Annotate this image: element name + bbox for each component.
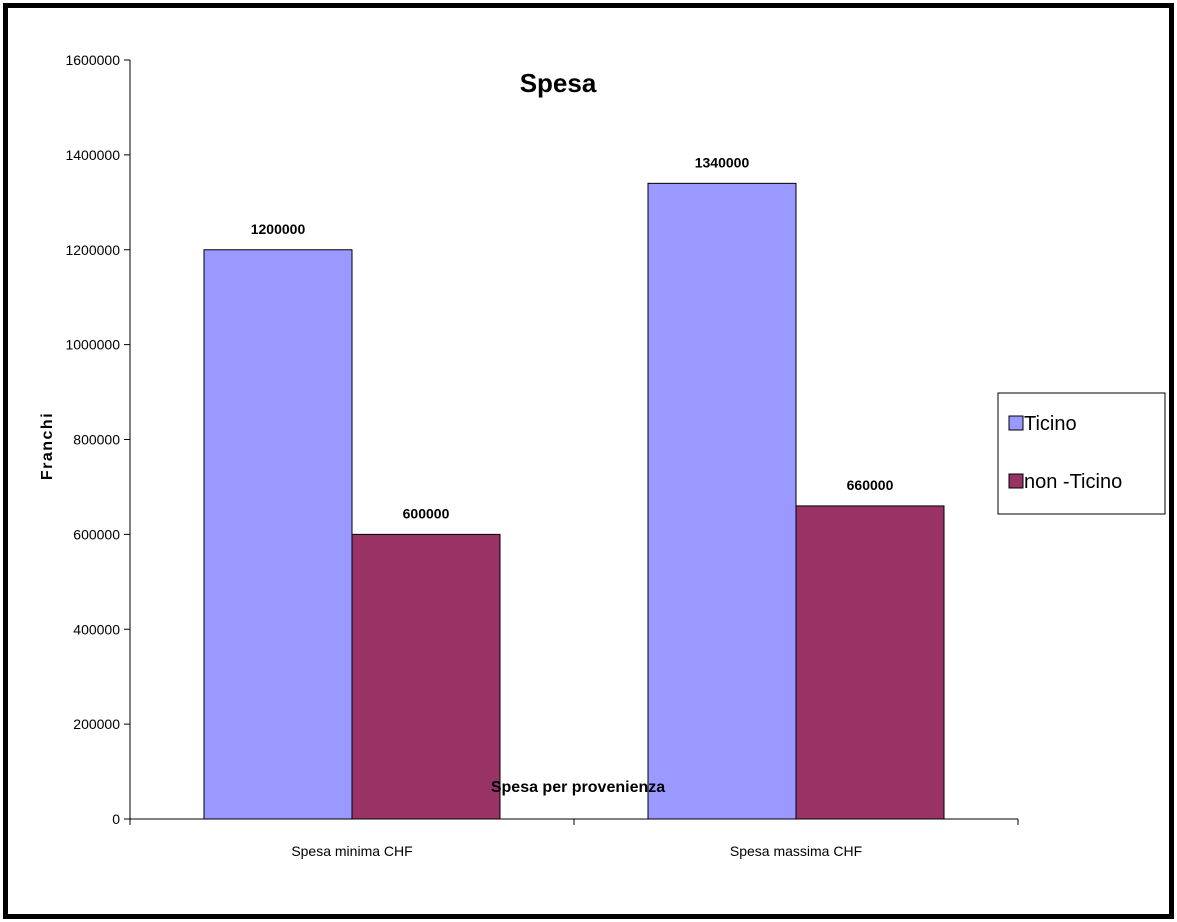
bar	[351, 533, 501, 820]
legend-label: Ticino	[1024, 413, 1077, 435]
data-label: 1340000	[695, 154, 750, 170]
data-label: 1200000	[251, 221, 306, 237]
y-tick-label: 0	[112, 811, 120, 827]
x-axis-title: Spesa per provenienza	[491, 779, 665, 796]
bar	[795, 505, 945, 820]
bar	[647, 182, 797, 820]
legend-swatch	[1008, 473, 1024, 489]
y-tick-label: 1400000	[65, 147, 120, 163]
chart-title: Spesa	[520, 68, 597, 98]
chart-frame: Spesa 1200000 600000 1340000 660000 0 200000…	[3, 3, 1174, 919]
y-tick-label: 1600000	[65, 52, 120, 68]
legend-swatch	[1008, 415, 1024, 431]
legend: Ticino non -Ticino	[997, 392, 1166, 515]
legend-label: non -Ticino	[1024, 471, 1122, 493]
y-axis-title: Franchi	[39, 412, 56, 480]
legend-box	[997, 392, 1166, 515]
x-category-label: Spesa massima CHF	[730, 843, 862, 859]
data-labels: 1200000 600000 1340000 660000	[251, 154, 894, 521]
y-tick-label: 1000000	[65, 337, 120, 353]
y-tick-label: 400000	[73, 621, 120, 637]
y-tick-label: 200000	[73, 716, 120, 732]
bar-chart: Spesa 1200000 600000 1340000 660000 0 200000…	[39, 52, 1166, 859]
data-label: 660000	[847, 477, 894, 493]
y-tick-label: 600000	[73, 526, 120, 542]
legend-items: Ticino non -Ticino	[1008, 413, 1122, 493]
y-tick-label: 1200000	[65, 242, 120, 258]
data-label: 600000	[403, 505, 450, 521]
bars	[203, 182, 945, 820]
x-axis-categories: Spesa minima CHF Spesa massima CHF	[129, 819, 1019, 859]
bar	[203, 249, 353, 820]
y-axis-ticks: 0 200000 400000 600000 800000 1000000 1200000 1…	[65, 52, 130, 827]
y-tick-label: 800000	[73, 432, 120, 448]
x-category-label: Spesa minima CHF	[291, 843, 412, 859]
